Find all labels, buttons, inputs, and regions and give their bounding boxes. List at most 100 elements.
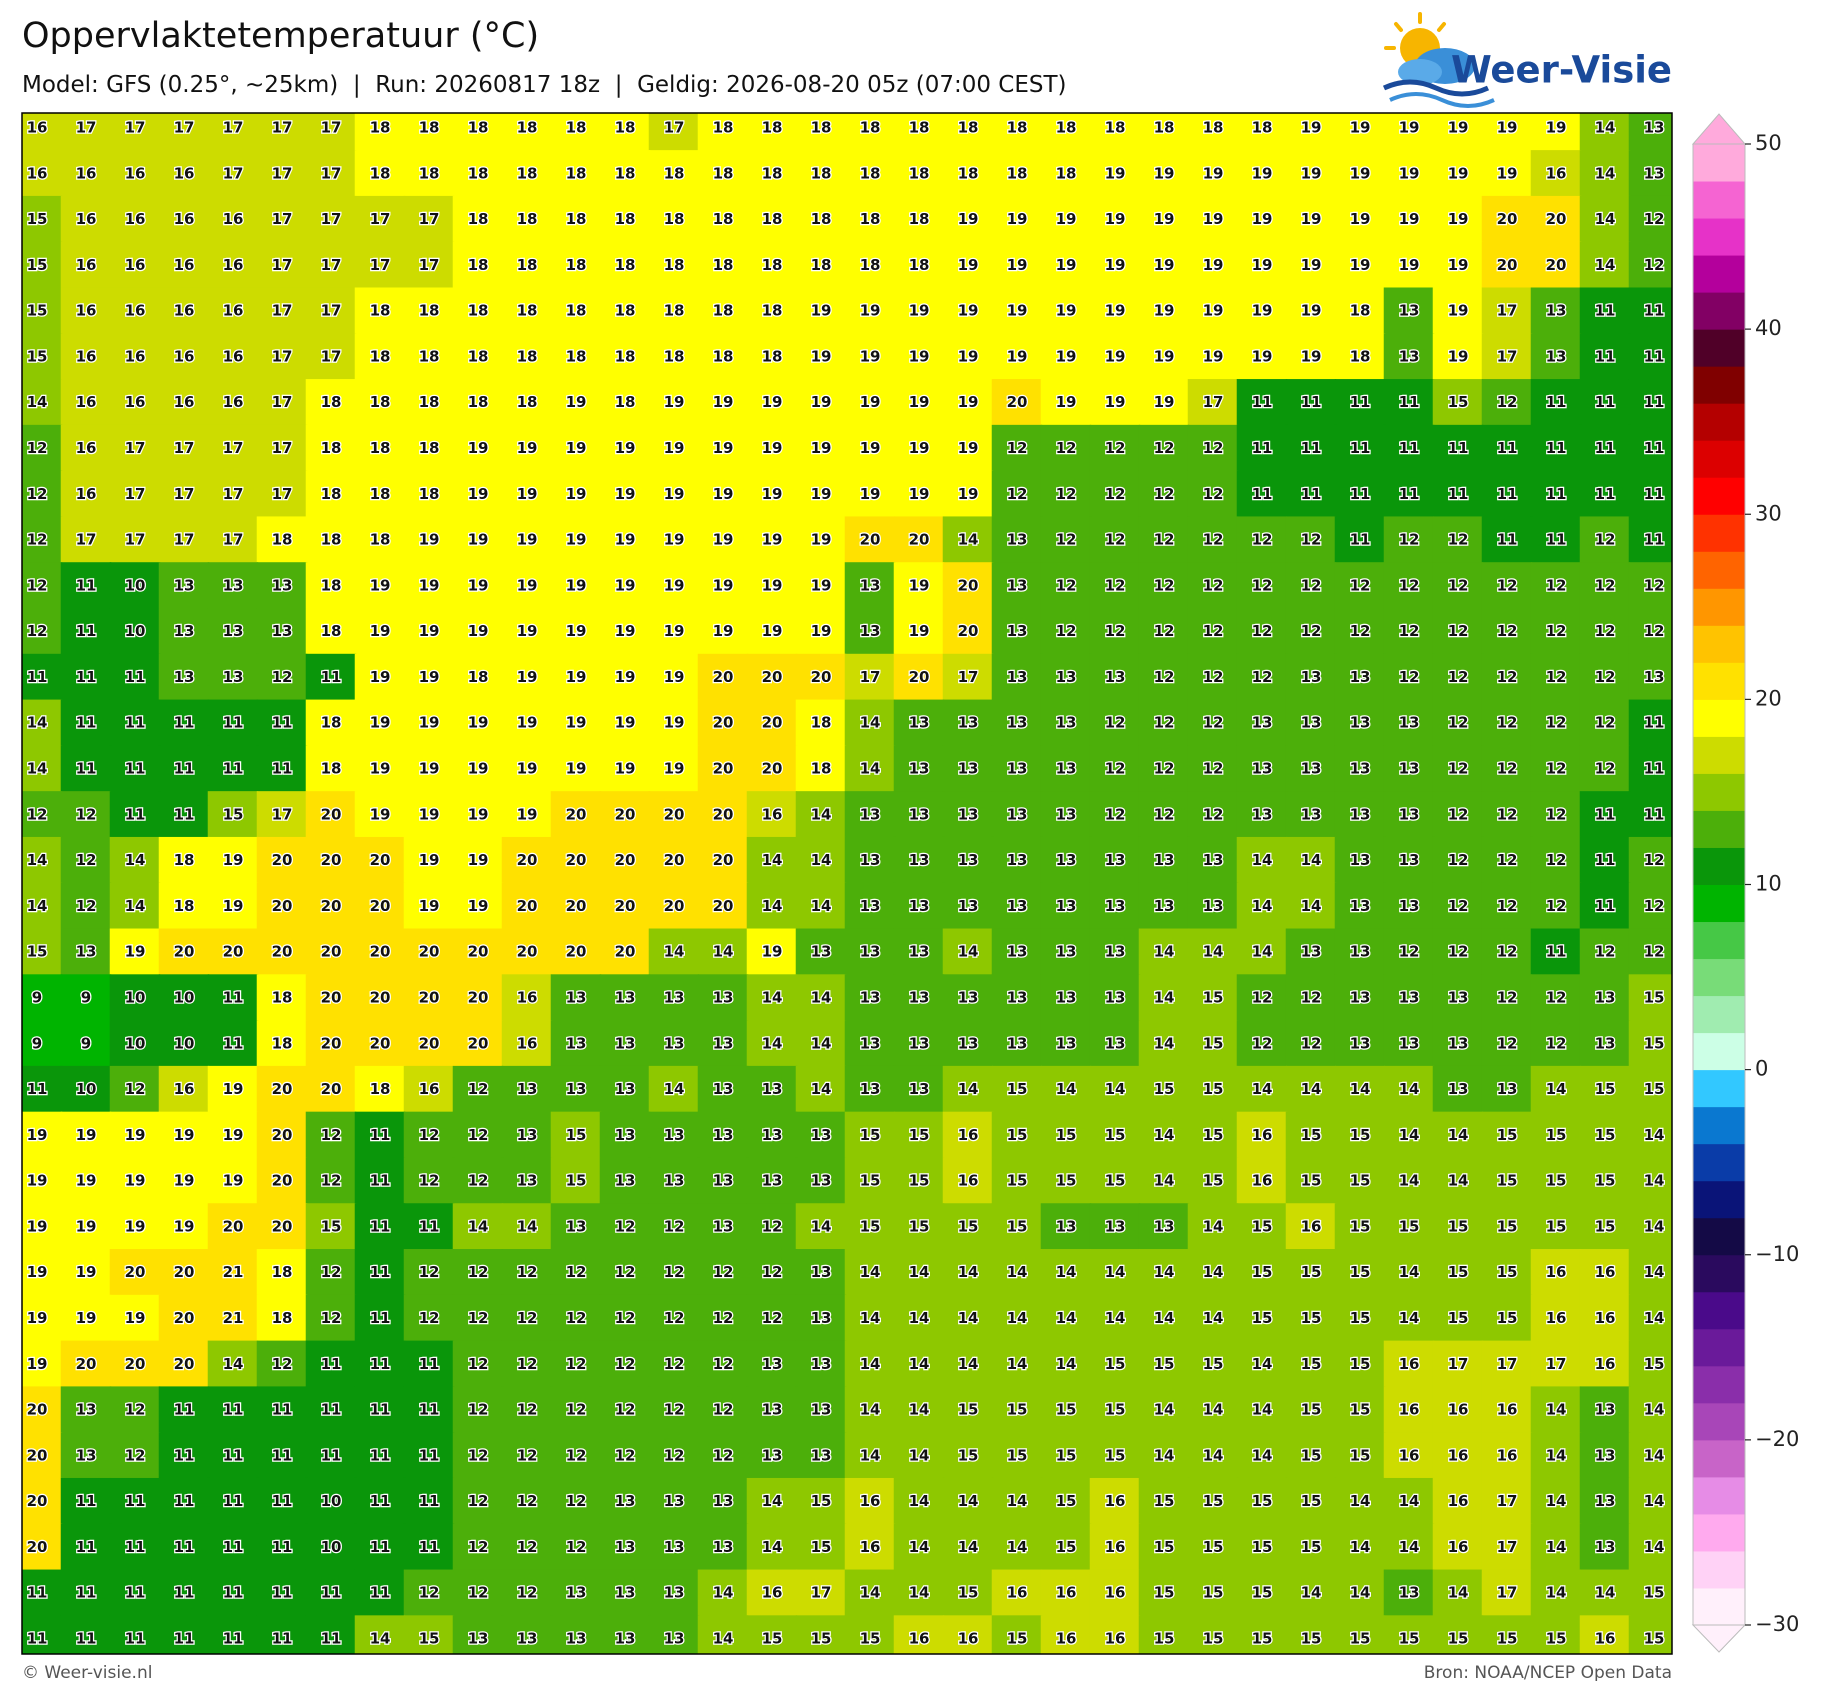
temperature-value: 19 <box>1154 302 1175 320</box>
temperature-value: 13 <box>958 851 979 869</box>
temperature-cell <box>1089 241 1141 290</box>
temperature-cell <box>1236 113 1288 152</box>
temperature-value: 14 <box>1595 1584 1616 1602</box>
temperature-value: 11 <box>1644 347 1665 365</box>
temperature-value: 13 <box>517 1172 538 1190</box>
temperature-cell <box>22 928 63 976</box>
temperature-cell <box>1285 1249 1337 1297</box>
temperature-value: 14 <box>1546 1080 1567 1098</box>
temperature-cell <box>1579 1432 1631 1480</box>
temperature-value: 19 <box>27 1355 48 1373</box>
temperature-cell <box>599 379 651 427</box>
temperature-cell <box>354 1569 406 1617</box>
temperature-cell <box>893 653 945 702</box>
temperature-cell <box>452 562 504 610</box>
temperature-cell <box>207 1020 259 1068</box>
temperature-value: 11 <box>1546 531 1567 549</box>
temperature-value: 20 <box>909 531 930 549</box>
temperature-value: 20 <box>1546 210 1567 228</box>
temperature-cell <box>550 1294 602 1343</box>
temperature-cell <box>1285 1477 1337 1526</box>
temperature-value: 19 <box>125 1126 146 1144</box>
temperature-value: 12 <box>27 485 48 503</box>
temperature-value: 13 <box>909 714 930 732</box>
temperature-cell <box>403 699 455 747</box>
temperature-cell <box>1628 882 1672 931</box>
temperature-value: 14 <box>1301 1080 1322 1098</box>
temperature-cell <box>1530 1249 1582 1297</box>
temperature-cell <box>599 1432 651 1480</box>
temperature-cell <box>1530 1157 1582 1205</box>
temperature-cell <box>1481 195 1533 244</box>
temperature-value: 14 <box>811 1080 832 1098</box>
temperature-value: 18 <box>419 393 440 411</box>
temperature-value: 14 <box>468 1217 489 1235</box>
temperature-cell <box>648 1203 700 1251</box>
temperature-cell <box>60 836 112 885</box>
temperature-value: 12 <box>1399 668 1420 686</box>
temperature-value: 12 <box>1448 805 1469 823</box>
temperature-value: 12 <box>76 805 97 823</box>
temperature-cell <box>22 1065 63 1114</box>
temperature-value: 19 <box>223 897 244 915</box>
temperature-cell <box>599 516 651 564</box>
temperature-value: 14 <box>860 1355 881 1373</box>
temperature-field <box>22 113 1672 1654</box>
temperature-value: 18 <box>713 302 734 320</box>
colorbar-band <box>1693 884 1745 923</box>
temperature-value: 13 <box>1350 897 1371 915</box>
temperature-cell <box>1628 424 1672 473</box>
temperature-value: 11 <box>174 760 195 778</box>
temperature-cell <box>452 1249 504 1297</box>
temperature-cell <box>1089 1157 1141 1205</box>
temperature-cell <box>354 150 406 198</box>
temperature-value: 10 <box>125 988 146 1006</box>
colorbar-band <box>1693 699 1745 737</box>
temperature-cell <box>1187 516 1239 564</box>
temperature-cell <box>452 653 504 702</box>
temperature-value: 15 <box>1350 1630 1371 1648</box>
temperature-cell <box>60 1386 112 1434</box>
temperature-value: 20 <box>517 897 538 915</box>
temperature-cell <box>648 150 700 198</box>
temperature-cell <box>1285 699 1337 747</box>
temperature-cell <box>158 470 210 518</box>
temperature-value: 14 <box>811 897 832 915</box>
temperature-value: 10 <box>321 1492 342 1510</box>
temperature-value: 12 <box>1644 256 1665 274</box>
temperature-value: 12 <box>468 1355 489 1373</box>
temperature-cell <box>1530 1569 1582 1617</box>
temperature-cell <box>354 1615 406 1654</box>
temperature-value: 11 <box>1644 531 1665 549</box>
temperature-cell <box>648 287 700 335</box>
temperature-value: 19 <box>615 622 636 640</box>
temperature-cell <box>1530 1615 1582 1654</box>
temperature-value: 14 <box>1595 119 1616 137</box>
temperature-value: 13 <box>860 1080 881 1098</box>
temperature-cell <box>1236 608 1288 656</box>
temperature-value: 19 <box>517 439 538 457</box>
temperature-cell <box>1579 516 1631 564</box>
temperature-value: 11 <box>1546 439 1567 457</box>
temperature-cell <box>648 195 700 244</box>
temperature-value: 17 <box>174 485 195 503</box>
temperature-value: 11 <box>27 668 48 686</box>
temperature-value: 12 <box>1105 531 1126 549</box>
temperature-cell <box>1334 1569 1386 1617</box>
temperature-cell <box>22 470 63 518</box>
temperature-cell <box>109 470 161 518</box>
temperature-cell <box>60 379 112 427</box>
temperature-cell <box>550 195 602 244</box>
temperature-cell <box>844 1432 896 1480</box>
temperature-value: 19 <box>419 760 440 778</box>
temperature-cell <box>403 1203 455 1251</box>
temperature-cell <box>1089 1249 1141 1297</box>
temperature-cell <box>403 150 455 198</box>
temperature-value: 13 <box>1007 622 1028 640</box>
temperature-cell <box>1530 379 1582 427</box>
temperature-value: 15 <box>1203 1355 1224 1373</box>
temperature-value: 13 <box>1056 668 1077 686</box>
footer-right: Bron: NOAA/NCEP Open Data <box>1424 1663 1672 1681</box>
temperature-cell <box>1481 1294 1533 1343</box>
temperature-cell <box>354 1432 406 1480</box>
